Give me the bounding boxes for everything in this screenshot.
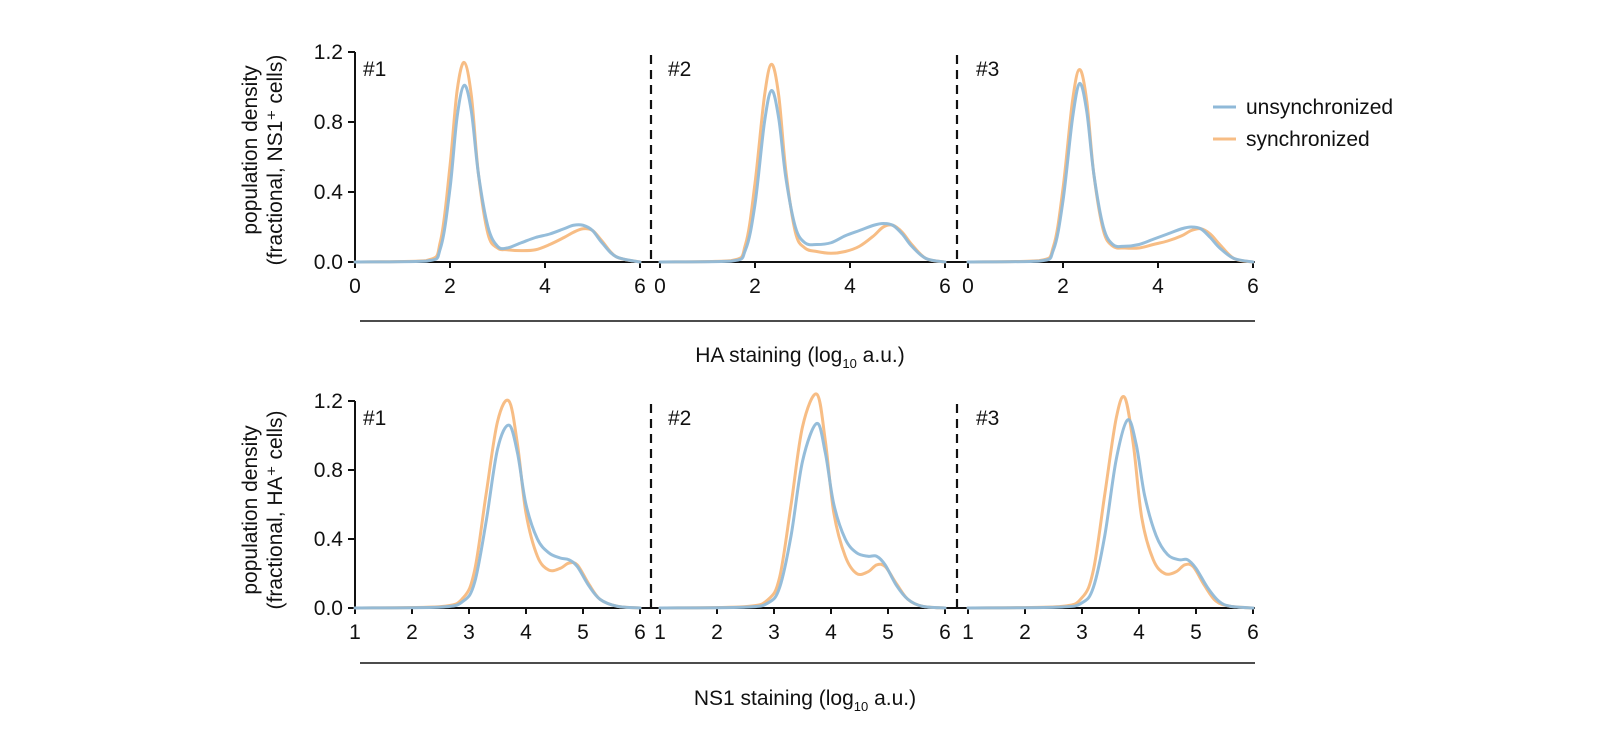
row1-panel-1-series-unsynchronized <box>353 83 642 264</box>
row1-panel-2-replicate-label: #2 <box>668 58 691 81</box>
row2-ylabel-line1: population density <box>239 425 262 595</box>
row2-ytick-label: 0.4 <box>314 528 344 551</box>
row2-panel-2-series-synchronized <box>658 392 947 610</box>
row1-panel-1-replicate-label: #1 <box>363 58 386 81</box>
row2-ylabel-line2: (fractional, HA⁺ cells) <box>264 411 287 610</box>
row1-ytick-label: 0.8 <box>314 111 343 134</box>
row1-panel-1-series-synchronized <box>353 61 642 264</box>
row1-xlabel: HA staining (log10 a.u.) <box>695 344 904 371</box>
row2-panel-3-xtick-label: 1 <box>962 621 974 644</box>
row2-panel-3-xtick-label: 6 <box>1247 621 1259 644</box>
row1-panel-3-xtick-label: 2 <box>1057 275 1069 298</box>
row2-panel-2-series-unsynchronized <box>658 421 947 610</box>
row2-panel-1-series-synchronized <box>353 398 642 610</box>
row2-panel-2-xtick-label: 5 <box>882 621 894 644</box>
row2-panel-1-xtick-label: 3 <box>463 621 475 644</box>
row2-panel-1-xtick-label: 2 <box>406 621 418 644</box>
row1-panel-2-xtick-label: 6 <box>939 275 951 298</box>
row1-ytick-label: 0.0 <box>314 251 343 274</box>
chart-area: 0.0 0.4 0.8 1.2 0 2 4 6 #1 0 2 4 6 #2 0 2 4 6 #3 0.0 0.4 0.8 1… <box>314 41 1259 644</box>
row1-panel-1-xtick-label: 6 <box>634 275 646 298</box>
row1-panel-3-series-unsynchronized <box>966 81 1255 264</box>
row2-panel-1-xtick-label: 6 <box>634 621 646 644</box>
row2-panel-2-xtick-label: 6 <box>939 621 951 644</box>
row2-xlabel: NS1 staining (log10 a.u.) <box>694 687 916 714</box>
row2-panel-2-xtick-label: 4 <box>825 621 837 644</box>
row2-panel-2-xtick-label: 3 <box>768 621 780 644</box>
row2-panel-1-series-unsynchronized <box>353 423 642 610</box>
row2-panel-2-xtick-label: 1 <box>654 621 666 644</box>
row2-panel-1-replicate-label: #1 <box>363 407 386 430</box>
row1-ylabel-line1: population density <box>239 65 262 235</box>
row1-panel-3-series-synchronized <box>966 68 1255 264</box>
row1-panel-2-series-unsynchronized <box>658 88 947 264</box>
row2-ytick-label: 1.2 <box>314 390 343 413</box>
row1-panel-2-xtick-label: 4 <box>844 275 856 298</box>
legend: unsynchronized synchronized <box>1213 96 1393 151</box>
row1-panel-3-xtick-label: 4 <box>1152 275 1164 298</box>
row2-panel-1-xtick-label: 1 <box>349 621 361 644</box>
row2-panel-2-replicate-label: #2 <box>668 407 691 430</box>
row2-panel-3-series-unsynchronized <box>966 418 1255 610</box>
row2-panel-3-xtick-label: 2 <box>1019 621 1031 644</box>
row1-ylabel-line2: (fractional, NS1⁺ cells) <box>264 55 287 266</box>
row2-panel-3-xtick-label: 5 <box>1190 621 1202 644</box>
row2-ytick-label: 0.8 <box>314 459 343 482</box>
row2-panel-3-replicate-label: #3 <box>976 407 999 430</box>
row1-ytick-label: 0.4 <box>314 181 344 204</box>
row1-panel-1-xtick-label: 0 <box>349 275 361 298</box>
row1-panel-3-xtick-label: 0 <box>962 275 974 298</box>
legend-label-synchronized: synchronized <box>1246 128 1370 151</box>
row1-panel-2-xtick-label: 2 <box>749 275 761 298</box>
row1-panel-3-replicate-label: #3 <box>976 58 999 81</box>
row2-ytick-label: 0.0 <box>314 597 343 620</box>
row2-panel-1-xtick-label: 5 <box>577 621 589 644</box>
row2-panel-3-xtick-label: 4 <box>1133 621 1145 644</box>
row2-panel-3-xtick-label: 3 <box>1076 621 1088 644</box>
row1-ytick-label: 1.2 <box>314 41 343 64</box>
row2-panel-2-xtick-label: 2 <box>711 621 723 644</box>
row1-panel-1-xtick-label: 2 <box>444 275 456 298</box>
legend-label-unsynchronized: unsynchronized <box>1246 96 1393 119</box>
row1-panel-3-xtick-label: 6 <box>1247 275 1259 298</box>
row2-panel-1-xtick-label: 4 <box>520 621 532 644</box>
row1-panel-1-xtick-label: 4 <box>539 275 551 298</box>
row1-panel-2-xtick-label: 0 <box>654 275 666 298</box>
